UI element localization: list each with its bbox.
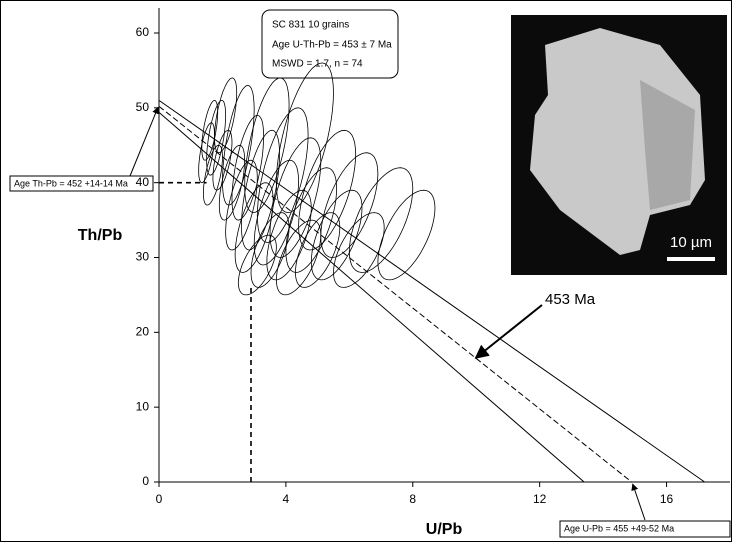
x-tick-label: 0 — [156, 492, 163, 506]
error-ellipse — [348, 167, 414, 273]
info-line: SC 831 10 grains — [272, 20, 349, 31]
error-ellipse — [294, 212, 341, 288]
error-ellipse — [275, 219, 322, 296]
isochron-line — [158, 105, 632, 483]
error-ellipse — [206, 99, 227, 176]
y-tick-label: 30 — [136, 250, 150, 264]
error-ellipse — [241, 129, 280, 251]
x-tick-label: 16 — [660, 492, 674, 506]
y-tick-label: 10 — [136, 399, 150, 413]
th-pb-box — [9, 175, 154, 192]
error-ellipse — [231, 114, 265, 221]
u-pb-age: Age U-Pb = 455 +49-52 Ma — [564, 523, 674, 533]
arrow — [631, 483, 646, 521]
error-ellipse — [201, 99, 219, 161]
y-tick-label: 60 — [136, 25, 150, 39]
info-line: Age U-Th-Pb = 453 ± 7 Ma — [272, 40, 392, 51]
error-ellipse — [198, 122, 215, 184]
arrow — [129, 106, 159, 177]
error-ellipse — [237, 234, 277, 296]
error-ellipse — [377, 189, 436, 281]
error-ellipse — [285, 167, 338, 273]
error-ellipse — [266, 189, 312, 281]
y-tick-label: 0 — [142, 474, 149, 488]
grain-zone — [640, 80, 695, 210]
scale-bar-label: 10 µm — [670, 234, 712, 251]
th-pb-age: Age Th-Pb = 452 +14-14 Ma — [14, 178, 128, 188]
info-box-frame — [261, 9, 399, 79]
error-ellipse — [221, 84, 255, 206]
x-tick-label: 12 — [533, 492, 547, 506]
error-ellipse — [256, 107, 309, 243]
error-ellipse — [244, 77, 290, 214]
error-ellipse — [333, 212, 385, 288]
error-ellipse — [234, 182, 274, 273]
u-pb-box — [559, 520, 731, 538]
error-ellipse — [298, 129, 357, 251]
x-axis-title: U/Pb — [426, 521, 463, 538]
x-tick-label: 8 — [409, 492, 416, 506]
error-ellipse — [202, 144, 223, 206]
photo-inset: 10 µm — [511, 15, 727, 275]
error-ellipse — [250, 212, 290, 288]
y-tick-label: 20 — [136, 325, 150, 339]
isochron-line — [158, 99, 705, 483]
isochron-line — [158, 111, 585, 483]
line-label: 453 Ma — [545, 291, 596, 308]
y-tick-label: 40 — [136, 175, 150, 189]
y-tick-label: 50 — [136, 100, 150, 114]
x-tick-label: 4 — [283, 492, 290, 506]
arrow — [474, 304, 543, 359]
info-box: SC 831 10 grains Age U-Th-Pb = 453 ± 7 M… — [261, 9, 399, 79]
error-ellipse — [225, 159, 258, 251]
y-axis-title: Th/Pb — [78, 227, 123, 244]
error-ellipse — [218, 144, 246, 221]
